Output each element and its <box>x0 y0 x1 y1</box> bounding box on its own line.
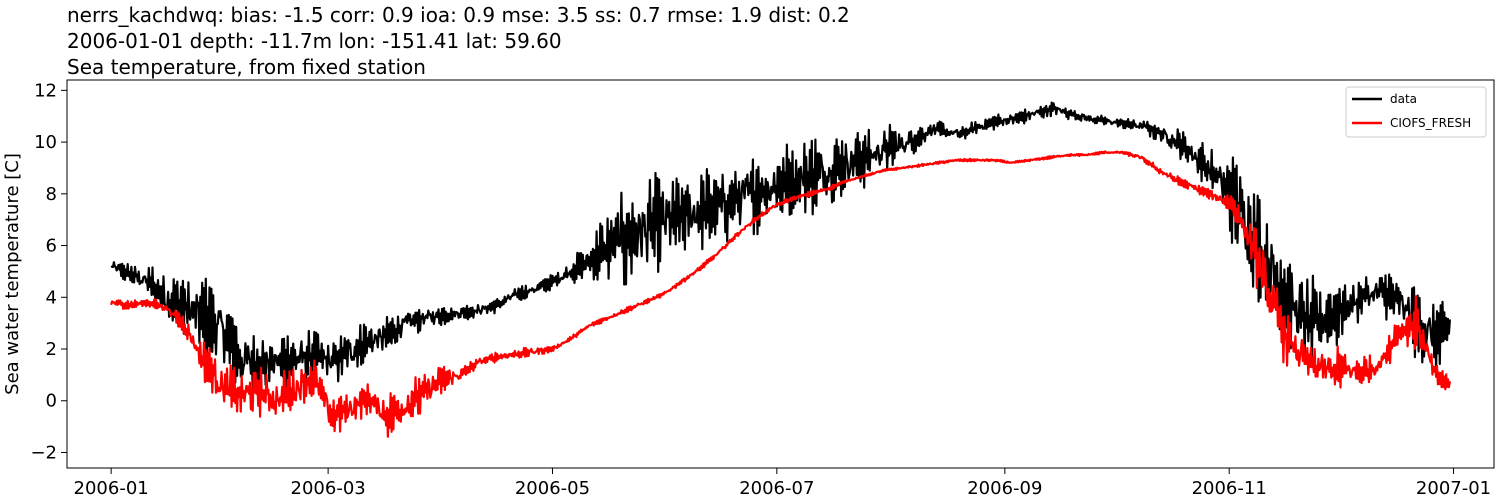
x-tick-label: 2006-09 <box>967 478 1042 499</box>
y-tick-label: 6 <box>46 236 57 257</box>
x-tick-label: 2006-07 <box>739 478 814 499</box>
legend-label: CIOFS_FRESH <box>1390 116 1471 130</box>
location-title: 2006-01-01 depth: -11.7m lon: -151.41 la… <box>67 29 562 53</box>
y-axis-label: Sea water temperature [C] <box>2 153 23 395</box>
y-tick-label: 10 <box>34 132 57 153</box>
x-tick-label: 2006-05 <box>515 478 590 499</box>
series-layer <box>110 101 1451 438</box>
y-tick-label: 12 <box>34 80 57 101</box>
legend-entries: data CIOFS_FRESH <box>1352 92 1471 130</box>
x-axis: 2006-01 2006-03 2006-05 2006-07 2006-09 2006-… <box>74 468 1491 499</box>
y-tick-label: −2 <box>30 442 57 463</box>
y-tick-label: 2 <box>46 339 57 360</box>
plot-frame <box>66 79 1495 469</box>
y-tick-label: 0 <box>46 391 57 412</box>
stats-title: nerrs_kachdwq: bias: -1.5 corr: 0.9 ioa:… <box>67 3 850 27</box>
legend-label: data <box>1390 92 1417 106</box>
y-axis: −2 0 2 4 6 8 10 12 <box>30 80 67 463</box>
legend: data CIOFS_FRESH <box>1345 86 1487 138</box>
y-tick-label: 4 <box>46 287 57 308</box>
series-line-data <box>110 101 1451 397</box>
chart-title: Sea temperature, from fixed station <box>67 55 426 79</box>
x-tick-label: 2006-03 <box>291 478 366 499</box>
y-tick-label: 8 <box>46 184 57 205</box>
x-tick-label: 2006-11 <box>1192 478 1267 499</box>
series-line-ciofs-fresh <box>110 150 1451 438</box>
title-block: nerrs_kachdwq: bias: -1.5 corr: 0.9 ioa:… <box>67 2 850 80</box>
x-tick-label: 2006-01 <box>74 478 149 499</box>
x-tick-label: 2007-01 <box>1416 478 1491 499</box>
